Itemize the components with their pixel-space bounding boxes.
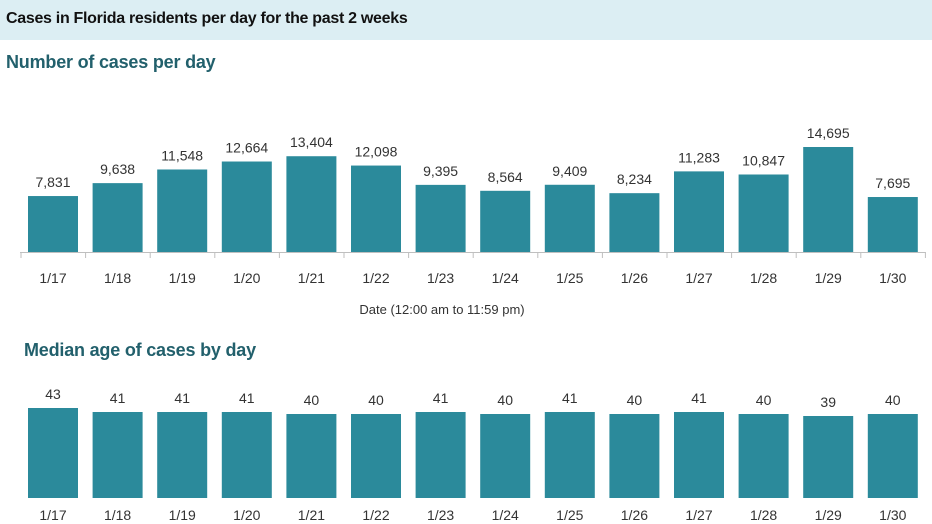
data-label-age-1/26: 40 [627,392,643,408]
bar-age-1/26 [609,414,660,498]
data-label-cases-1/20: 12,664 [225,140,268,156]
tick-label-age-1/29: 1/29 [815,507,842,523]
tick-label-cases-1/18: 1/18 [104,270,131,286]
tick-label-cases-1/25: 1/25 [556,270,583,286]
tick-label-cases-1/29: 1/29 [815,270,842,286]
bar-cases-1/30 [867,197,918,252]
data-label-age-1/22: 40 [368,392,384,408]
tick-label-age-1/17: 1/17 [39,507,66,523]
data-label-age-1/29: 39 [820,394,836,410]
tick-label-cases-1/21: 1/21 [298,270,325,286]
chart-title-median-age: Median age of cases by day [24,340,256,360]
bar-cases-1/26 [609,193,660,252]
data-label-age-1/23: 41 [433,390,449,406]
tick-label-age-1/24: 1/24 [492,507,519,523]
data-label-cases-1/26: 8,234 [617,171,652,187]
bar-cases-1/25 [544,184,595,252]
tick-label-cases-1/23: 1/23 [427,270,454,286]
bar-cases-1/21 [286,156,337,252]
bar-age-1/25 [544,412,595,498]
bar-age-1/21 [286,414,337,498]
data-label-cases-1/21: 13,404 [290,134,333,150]
data-label-cases-1/30: 7,695 [875,175,910,191]
data-label-cases-1/28: 10,847 [742,152,785,168]
tick-label-age-1/20: 1/20 [233,507,260,523]
tick-label-cases-1/20: 1/20 [233,270,260,286]
bar-age-1/23 [415,412,466,498]
bar-cases-1/20 [221,161,272,252]
data-label-age-1/21: 40 [304,392,320,408]
data-label-age-1/25: 41 [562,390,578,406]
data-label-cases-1/17: 7,831 [35,174,70,190]
bar-cases-1/17 [28,196,78,252]
bar-cases-1/18 [92,183,143,252]
data-label-age-1/20: 41 [239,390,255,406]
data-label-age-1/17: 43 [45,386,61,402]
tick-label-cases-1/22: 1/22 [362,270,389,286]
bar-cases-1/23 [415,184,466,252]
data-label-age-1/19: 41 [174,390,190,406]
tick-label-age-1/27: 1/27 [685,507,712,523]
data-label-age-1/27: 41 [691,390,707,406]
tick-label-age-1/25: 1/25 [556,507,583,523]
tick-label-cases-1/19: 1/19 [169,270,196,286]
tick-label-cases-1/24: 1/24 [492,270,519,286]
tick-label-age-1/18: 1/18 [104,507,131,523]
bar-age-1/20 [221,412,272,498]
data-label-age-1/24: 40 [497,392,513,408]
page-title: Cases in Florida residents per day for t… [6,10,408,27]
bar-age-1/18 [92,412,143,498]
data-label-cases-1/29: 14,695 [807,125,850,141]
bar-cases-1/22 [351,165,401,252]
bar-cases-1/24 [480,190,531,252]
tick-label-cases-1/30: 1/30 [879,270,906,286]
data-label-cases-1/24: 8,564 [488,169,523,185]
tick-label-age-1/22: 1/22 [362,507,389,523]
x-axis-title-cases: Date (12:00 am to 11:59 pm) [359,302,524,317]
tick-label-cases-1/28: 1/28 [750,270,777,286]
data-label-age-1/30: 40 [885,392,901,408]
bar-age-1/17 [28,408,78,498]
data-label-cases-1/25: 9,409 [552,163,587,179]
data-label-cases-1/22: 12,098 [355,144,398,160]
tick-label-age-1/21: 1/21 [298,507,325,523]
chart-title-cases: Number of cases per day [6,52,216,72]
data-label-age-1/18: 41 [110,390,126,406]
tick-label-cases-1/26: 1/26 [621,270,648,286]
data-label-cases-1/19: 11,548 [161,147,203,163]
bar-cases-1/19 [157,169,208,252]
tick-label-age-1/26: 1/26 [621,507,648,523]
data-label-cases-1/27: 11,283 [678,149,720,165]
data-label-age-1/28: 40 [756,392,772,408]
data-label-cases-1/18: 9,638 [100,161,135,177]
bar-cases-1/28 [738,174,789,252]
tick-label-age-1/30: 1/30 [879,507,906,523]
tick-label-age-1/23: 1/23 [427,507,454,523]
bar-cases-1/27 [674,171,724,252]
bar-cases-1/29 [803,147,854,252]
tick-label-cases-1/17: 1/17 [39,270,66,286]
bar-age-1/19 [157,412,208,498]
bar-age-1/29 [803,416,854,498]
bar-age-1/22 [351,414,401,498]
bar-age-1/27 [674,412,724,498]
tick-label-age-1/28: 1/28 [750,507,777,523]
data-label-cases-1/23: 9,395 [423,163,458,179]
bar-age-1/24 [480,414,531,498]
tick-label-cases-1/27: 1/27 [685,270,712,286]
bar-age-1/30 [867,414,918,498]
tick-label-age-1/19: 1/19 [169,507,196,523]
bar-age-1/28 [738,414,789,498]
header-bar: Cases in Florida residents per day for t… [0,0,932,40]
